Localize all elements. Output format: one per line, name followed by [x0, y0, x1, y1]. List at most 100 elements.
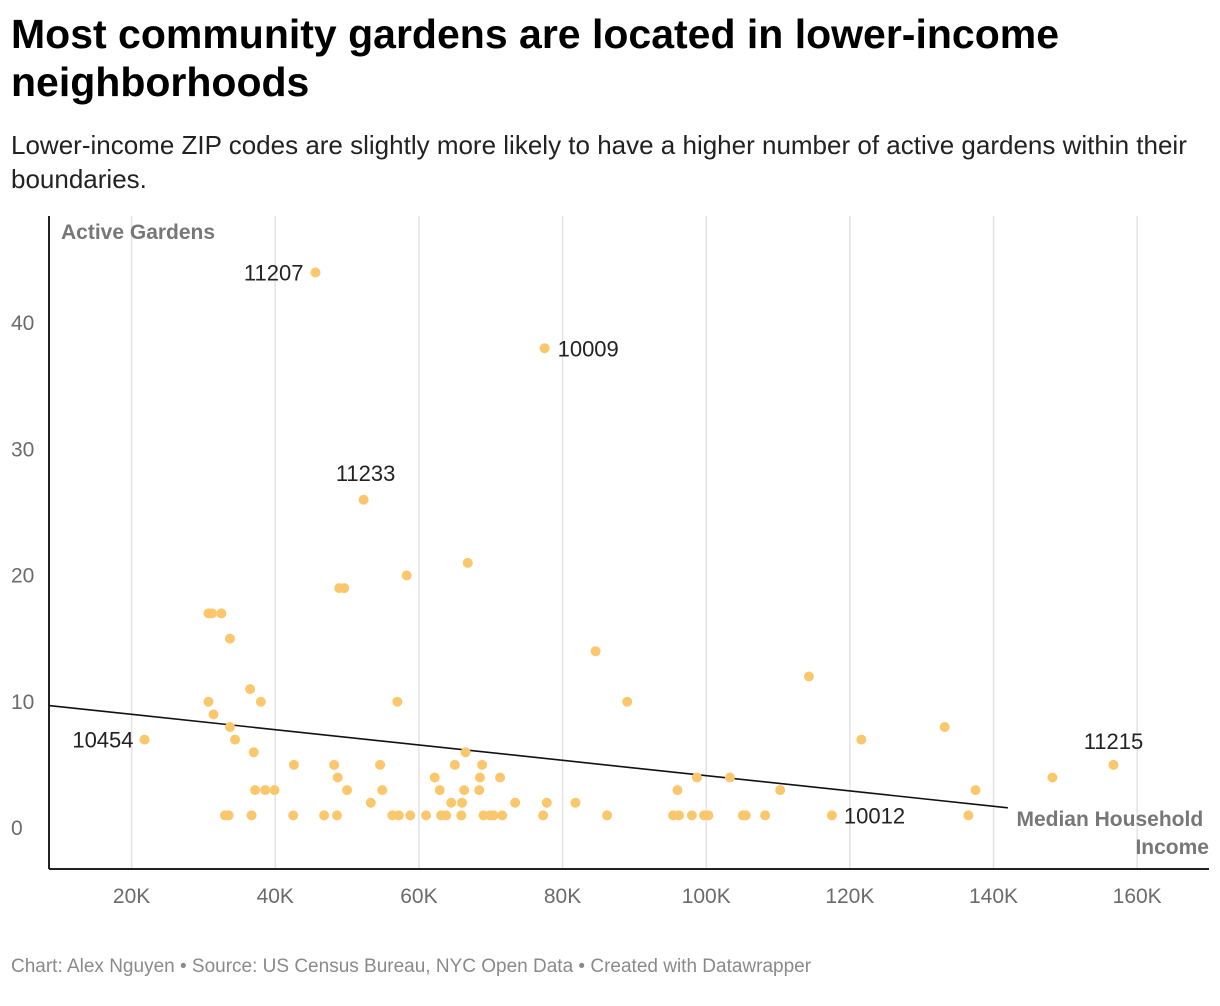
data-point	[203, 696, 214, 707]
data-point	[622, 696, 633, 707]
data-point	[740, 810, 751, 821]
data-point	[246, 810, 257, 821]
data-point	[856, 734, 867, 745]
labeled-data-point	[139, 734, 150, 745]
trend-line	[48, 704, 1008, 809]
data-point	[570, 797, 581, 808]
tick-labels: 20K 40K 60K 80K 100K 120K 140K 160K 0 10 20 30 40	[11, 312, 1162, 908]
data-point	[672, 785, 683, 796]
chart-footer: Chart: Alex Nguyen • Source: US Census B…	[11, 956, 812, 977]
data-point	[377, 785, 388, 796]
data-point	[434, 785, 445, 796]
labeled-data-point	[826, 810, 837, 821]
data-point	[230, 734, 241, 745]
trend-line-group	[48, 704, 1008, 809]
data-point	[691, 772, 702, 783]
data-point	[673, 810, 684, 821]
data-point	[488, 810, 499, 821]
labeled-data-point	[1108, 759, 1119, 770]
data-point	[216, 608, 227, 619]
data-point	[269, 785, 280, 796]
data-point	[446, 797, 457, 808]
data-point	[393, 810, 404, 821]
data-point	[223, 810, 234, 821]
data-point	[225, 722, 236, 732]
labeled-data-point	[539, 343, 550, 354]
data-point	[459, 785, 470, 796]
data-point	[703, 810, 714, 821]
x-axis-title-line1: Median Household	[1016, 808, 1203, 831]
point-labels: 11207 10009 11233 10454 11215 10012	[72, 261, 1143, 829]
data-point	[260, 785, 271, 796]
data-point	[724, 772, 735, 783]
data-point	[365, 797, 376, 808]
data-point	[405, 810, 416, 821]
data-point	[255, 696, 266, 707]
data-point	[939, 722, 950, 732]
x-tick-label: 20K	[113, 885, 150, 908]
data-point	[590, 646, 601, 657]
scatter-plot: 11207 10009 11233 10454 11215 10012 20K 40K 60K…	[11, 216, 1209, 908]
point-label-11207: 11207	[244, 261, 304, 286]
data-point	[1047, 772, 1058, 783]
chart-subtitle: Lower-income ZIP codes are slightly more…	[11, 130, 1187, 194]
y-axis-title: Active Gardens	[61, 221, 215, 244]
data-point	[441, 810, 452, 821]
data-point	[319, 810, 330, 821]
data-point	[401, 570, 412, 581]
y-tick-label: 10	[11, 691, 34, 714]
data-point	[429, 772, 440, 783]
x-tick-label: 100K	[682, 885, 731, 908]
data-point	[456, 810, 467, 821]
x-tick-label: 80K	[544, 885, 581, 908]
data-point	[208, 709, 219, 720]
data-point	[392, 696, 403, 707]
y-tick-label: 30	[11, 438, 34, 461]
data-point	[457, 797, 468, 808]
data-point	[803, 671, 814, 682]
data-point	[538, 810, 549, 821]
data-point	[225, 633, 236, 644]
data-point	[477, 759, 488, 770]
data-point	[342, 785, 353, 796]
x-tick-label: 120K	[825, 885, 874, 908]
data-point	[963, 810, 974, 821]
data-point	[541, 797, 552, 808]
data-point	[329, 759, 340, 770]
data-point	[245, 684, 256, 695]
labeled-data-point	[358, 494, 369, 505]
x-tick-label: 60K	[400, 885, 437, 908]
point-label-11233: 11233	[336, 461, 396, 486]
point-label-10009: 10009	[558, 336, 619, 361]
x-tick-label: 160K	[1113, 885, 1162, 908]
x-axis-title: Median Household Income	[1016, 808, 1209, 859]
data-point	[207, 608, 218, 619]
data-point	[497, 810, 508, 821]
data-point	[332, 810, 343, 821]
gridlines	[130, 216, 1138, 869]
y-tick-label: 0	[11, 817, 23, 840]
data-point	[474, 785, 485, 796]
data-point	[462, 557, 473, 568]
data-point	[760, 810, 771, 821]
axes	[48, 216, 1209, 870]
data-point	[449, 759, 460, 770]
data-point	[495, 772, 506, 783]
point-label-11215: 11215	[1084, 729, 1144, 754]
labeled-data-point	[310, 267, 321, 278]
data-point	[602, 810, 613, 821]
x-tick-label: 140K	[969, 885, 1018, 908]
data-point	[460, 747, 471, 758]
data-point	[339, 583, 350, 594]
y-tick-label: 40	[11, 312, 34, 335]
x-tick-label: 40K	[257, 885, 294, 908]
data-points	[139, 267, 1119, 821]
chart-title: Most community gardens are located in lo…	[11, 11, 1060, 105]
data-point	[474, 772, 485, 783]
point-label-10012: 10012	[844, 803, 905, 828]
data-point	[248, 747, 259, 758]
data-point	[375, 759, 386, 770]
data-point	[510, 797, 521, 808]
data-point	[250, 785, 261, 796]
data-point	[421, 810, 432, 821]
